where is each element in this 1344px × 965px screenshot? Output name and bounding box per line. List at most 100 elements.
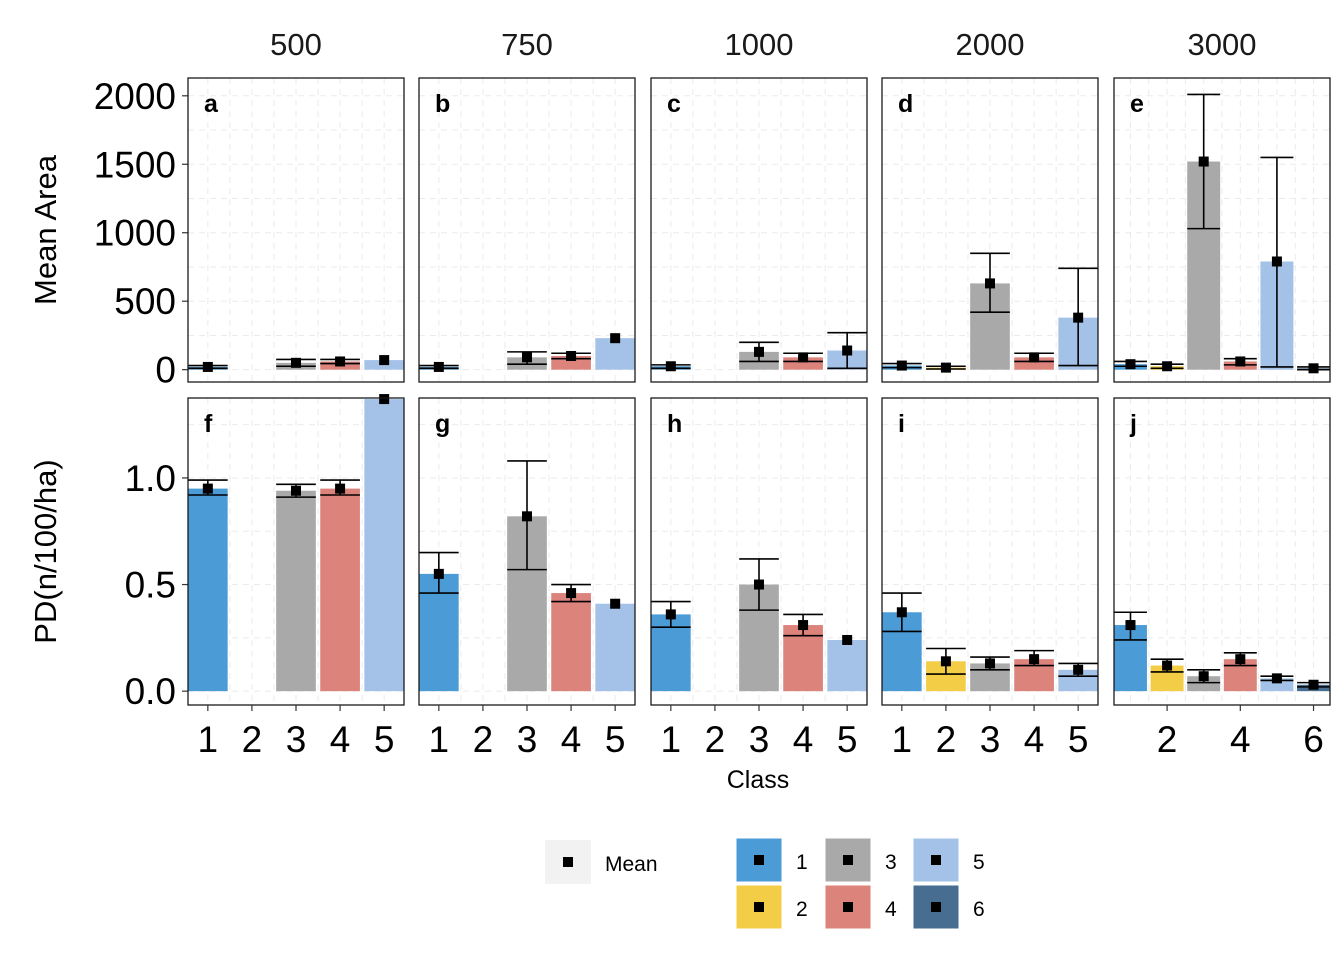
panel-b: b	[419, 78, 635, 382]
x-tick-label: 4	[1024, 719, 1045, 760]
mean-point-class-5	[379, 394, 389, 404]
legend-key-marker-3	[843, 855, 853, 865]
mean-point-class-5	[610, 333, 620, 343]
panel-c: c	[651, 78, 867, 382]
mean-point-class-4	[798, 352, 808, 362]
mean-point-class-3	[754, 580, 764, 590]
mean-point-class-3	[754, 347, 764, 357]
y-tick-label: 1.0	[125, 458, 176, 499]
panel-tag-j: j	[1129, 410, 1137, 438]
mean-point-class-2	[941, 363, 951, 373]
legend-label-mean: Mean	[605, 853, 658, 876]
y-axis-title-1: Mean Area	[28, 154, 63, 305]
panel-d: d	[882, 78, 1098, 382]
x-tick-label: 4	[1230, 719, 1251, 760]
bar-class-3	[276, 491, 316, 691]
x-tick-label: 5	[605, 719, 626, 760]
y-tick-label: 1500	[94, 144, 176, 185]
mean-point-class-2	[1162, 361, 1172, 371]
legend-key-marker-1	[754, 855, 764, 865]
x-tick-label: 5	[837, 719, 858, 760]
panel-g: g1 2 3 4 5	[419, 398, 635, 760]
mean-point-class-4	[798, 620, 808, 630]
y-tick-label: 0.0	[125, 671, 176, 712]
legend-key-marker-5	[931, 855, 941, 865]
x-tick-label: 5	[1068, 719, 1089, 760]
panel-h: h 1 2 3 4 5	[651, 398, 867, 760]
panel-tag-d: d	[898, 90, 913, 118]
mean-point-class-6	[1309, 680, 1319, 690]
bar-class-5	[595, 604, 635, 691]
mean-point-class-3	[522, 352, 532, 362]
facet-title-1000: 1000	[725, 27, 794, 62]
mean-point-class-3	[1199, 671, 1209, 681]
mean-point-class-1	[666, 361, 676, 371]
facet-title-2000: 2000	[956, 27, 1025, 62]
x-tick-label: 4	[793, 719, 814, 760]
mean-point-class-1	[434, 569, 444, 579]
panel-i: i 1 2 3 4 5	[882, 398, 1098, 760]
x-tick-label: 1	[198, 719, 219, 760]
mean-point-class-4	[1029, 352, 1039, 362]
x-tick-label: 4	[561, 719, 582, 760]
legend-label-class-3: 3	[885, 851, 897, 874]
bar-class-4	[320, 489, 360, 692]
mean-point-class-1	[203, 484, 213, 494]
mean-point-class-1	[434, 362, 444, 372]
y-tick-label: 0	[155, 350, 176, 391]
mean-point-class-2	[941, 656, 951, 666]
x-tick-label: 2	[705, 719, 726, 760]
mean-point-class-4	[1029, 654, 1039, 664]
x-axis-title: Class	[727, 766, 790, 794]
legend: Mean 123456	[545, 838, 985, 929]
x-tick-label: 3	[980, 719, 1001, 760]
legend-label-class-2: 2	[796, 898, 808, 921]
y-tick-label: 2000	[94, 76, 176, 117]
legend-key-marker-6	[931, 902, 941, 912]
panel-f: f1 2 3 4 5	[188, 394, 404, 760]
facet-title-500: 500	[270, 27, 322, 62]
legend-label-class-4: 4	[885, 898, 897, 921]
mean-point-class-3	[291, 358, 301, 368]
legend-label-class-6: 6	[973, 898, 985, 921]
mean-point-class-4	[335, 484, 345, 494]
y-tick-label: 0.5	[125, 565, 176, 606]
panel-tag-a: a	[204, 90, 219, 118]
y-tick-label: 1000	[94, 213, 176, 254]
mean-point-class-2	[1162, 661, 1172, 671]
panel-a: a	[188, 78, 404, 382]
facet-title-750: 750	[501, 27, 553, 62]
panel-tag-g: g	[435, 410, 450, 438]
panel-tag-e: e	[1130, 90, 1144, 118]
panel-tag-b: b	[435, 90, 450, 118]
mean-point-class-3	[291, 486, 301, 496]
mean-point-class-6	[1309, 363, 1319, 373]
x-tick-label: 2	[473, 719, 494, 760]
x-tick-label: 1	[661, 719, 682, 760]
y-axis-title-2: PD(n/100/ha)	[28, 459, 63, 643]
mean-point-class-1	[897, 607, 907, 617]
mean-point-class-4	[335, 356, 345, 366]
legend-key-marker-2	[754, 902, 764, 912]
mean-point-class-1	[203, 362, 213, 372]
legend-label-class-1: 1	[796, 851, 808, 874]
mean-point-class-5	[610, 599, 620, 609]
mean-point-class-1	[1125, 359, 1135, 369]
mean-point-class-1	[666, 609, 676, 619]
bar-class-1	[188, 489, 228, 692]
panel-tag-i: i	[898, 410, 905, 438]
x-tick-label: 1	[892, 719, 913, 760]
legend-mean-marker	[563, 857, 573, 867]
y-tick-label: 500	[114, 281, 176, 322]
mean-point-class-3	[985, 658, 995, 668]
mean-point-class-5	[1073, 665, 1083, 675]
mean-point-class-1	[1125, 620, 1135, 630]
x-tick-label: 2	[1157, 719, 1178, 760]
panel-tag-f: f	[204, 410, 213, 438]
mean-point-class-5	[379, 355, 389, 365]
mean-point-class-4	[1235, 654, 1245, 664]
mean-point-class-5	[1272, 256, 1282, 266]
x-tick-label: 2	[936, 719, 957, 760]
x-tick-label: 5	[374, 719, 395, 760]
